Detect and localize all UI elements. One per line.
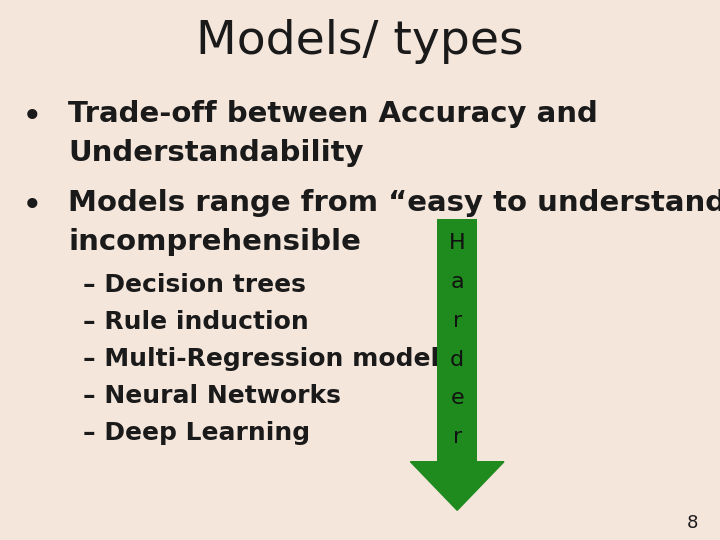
Text: Trade-off between Accuracy and: Trade-off between Accuracy and (68, 100, 598, 128)
Text: Models/ types: Models/ types (196, 19, 524, 64)
Text: •: • (22, 100, 42, 134)
Text: Understandability: Understandability (68, 139, 364, 167)
Text: •: • (22, 190, 42, 224)
Text: e: e (451, 388, 464, 408)
Text: a: a (451, 272, 464, 292)
Text: H: H (449, 233, 466, 253)
Text: r: r (453, 427, 462, 447)
Text: Models range from “easy to understand” to: Models range from “easy to understand” t… (68, 190, 720, 217)
Text: – Neural Networks: – Neural Networks (83, 384, 341, 408)
Text: r: r (453, 311, 462, 331)
Text: 8: 8 (687, 514, 698, 532)
Text: d: d (450, 349, 464, 369)
Bar (437, 219, 477, 462)
Text: – Decision trees: – Decision trees (83, 273, 306, 297)
Text: incomprehensible: incomprehensible (68, 228, 361, 256)
Text: – Multi-Regression models: – Multi-Regression models (83, 347, 454, 371)
Polygon shape (410, 462, 504, 510)
Text: – Deep Learning: – Deep Learning (83, 421, 310, 444)
Text: – Rule induction: – Rule induction (83, 310, 309, 334)
